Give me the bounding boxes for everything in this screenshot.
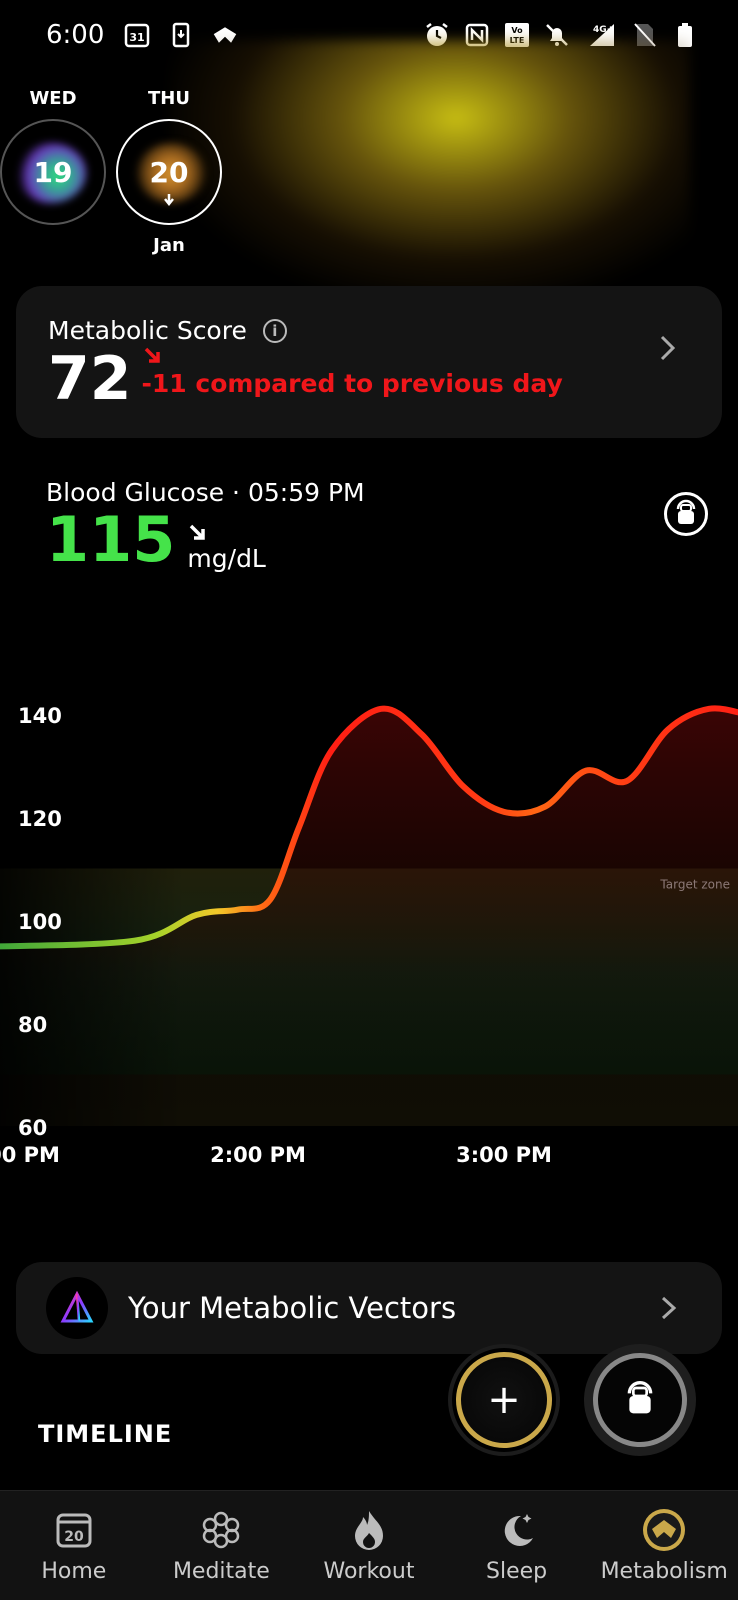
metabolism-icon (641, 1507, 687, 1553)
plus-icon: + (487, 1377, 521, 1423)
trend-down-icon (190, 524, 206, 540)
blood-glucose-value: 115 (46, 503, 176, 576)
chevron-right-icon (660, 335, 676, 361)
blood-glucose-title: Blood Glucose · 05:59 PM (46, 478, 365, 507)
day-blob (16, 143, 86, 203)
y-tick-label: 80 (18, 1013, 47, 1037)
day-number: 20 (149, 155, 189, 189)
nav-item-sleep[interactable]: Sleep (443, 1491, 591, 1600)
sensor-icon (627, 1381, 653, 1414)
info-icon[interactable]: i (262, 318, 287, 343)
day-circle: 19 (0, 119, 106, 225)
day-circle-selected: 20 (116, 119, 222, 225)
home-calendar-icon: 20 (51, 1507, 97, 1553)
vectors-icon (46, 1277, 108, 1339)
day-selector-thu[interactable]: THU 20 Jan (116, 88, 222, 256)
glucose-line (0, 705, 738, 950)
nav-label: Workout (323, 1559, 415, 1584)
sensor-fab-button[interactable] (584, 1344, 696, 1456)
x-tick-label: 1:00 PM (0, 1143, 60, 1167)
metabolic-score-value: 72 (48, 344, 132, 414)
add-log-button[interactable]: + (448, 1344, 560, 1456)
day-weekday: WED (29, 88, 77, 109)
metabolic-vectors-card[interactable]: Your Metabolic Vectors (16, 1262, 722, 1354)
home-date-badge: 20 (64, 1529, 84, 1545)
x-tick-label: 2:00 PM (210, 1143, 306, 1167)
day-selector-wed[interactable]: WED 19 (0, 88, 106, 225)
header-glow (170, 40, 690, 300)
metabolic-vectors-label: Your Metabolic Vectors (128, 1291, 457, 1325)
flame-icon (346, 1507, 392, 1553)
day-blob (136, 143, 206, 203)
bottom-nav: 20 Home Meditate Workout Sleep Metabolis… (0, 1490, 738, 1600)
blood-glucose-unit: mg/dL (187, 544, 266, 573)
x-tick-label: 3:00 PM (456, 1143, 552, 1167)
nav-item-metabolism[interactable]: Metabolism (590, 1491, 738, 1600)
metabolic-score-title: Metabolic Score (48, 316, 247, 345)
metabolic-score-delta: -11 compared to previous day (141, 369, 563, 398)
y-tick-label: 140 (18, 704, 62, 728)
day-weekday: THU (148, 88, 190, 109)
chevron-right-icon (661, 1296, 677, 1320)
left-fade (0, 680, 738, 1126)
status-time: 6:00 (46, 20, 105, 50)
app-logo-icon (212, 22, 238, 48)
y-tick-label: 60 (18, 1116, 47, 1140)
calendar-badge: 31 (130, 31, 145, 44)
nav-label: Meditate (172, 1559, 270, 1584)
nav-item-meditate[interactable]: Meditate (148, 1491, 296, 1600)
arrow-down-icon (162, 193, 176, 211)
moon-icon (494, 1507, 540, 1553)
trend-down-icon (144, 347, 160, 363)
nav-label: Home (41, 1559, 107, 1584)
nav-item-workout[interactable]: Workout (295, 1491, 443, 1600)
day-month: Jan (153, 235, 185, 256)
calendar-icon: 31 (124, 22, 150, 48)
timeline-heading: TIMELINE (38, 1420, 173, 1448)
nav-label: Sleep (486, 1559, 548, 1584)
blood-glucose-section: Blood Glucose · 05:59 PM 115 mg/dL (46, 478, 365, 573)
network-label: 4G+ (593, 25, 614, 35)
day-number: 19 (33, 155, 73, 189)
y-tick-label: 120 (18, 807, 62, 831)
nav-label: Metabolism (600, 1559, 728, 1584)
meditate-icon (198, 1507, 244, 1553)
metabolic-score-card[interactable]: Metabolic Score i 72 -11 compared to pre… (16, 286, 722, 438)
svg-text:Vo: Vo (511, 26, 523, 35)
y-tick-label: 100 (18, 910, 62, 934)
sensor-button[interactable] (664, 492, 708, 536)
nav-item-home[interactable]: 20 Home (0, 1491, 148, 1600)
sensor-icon (676, 499, 696, 524)
